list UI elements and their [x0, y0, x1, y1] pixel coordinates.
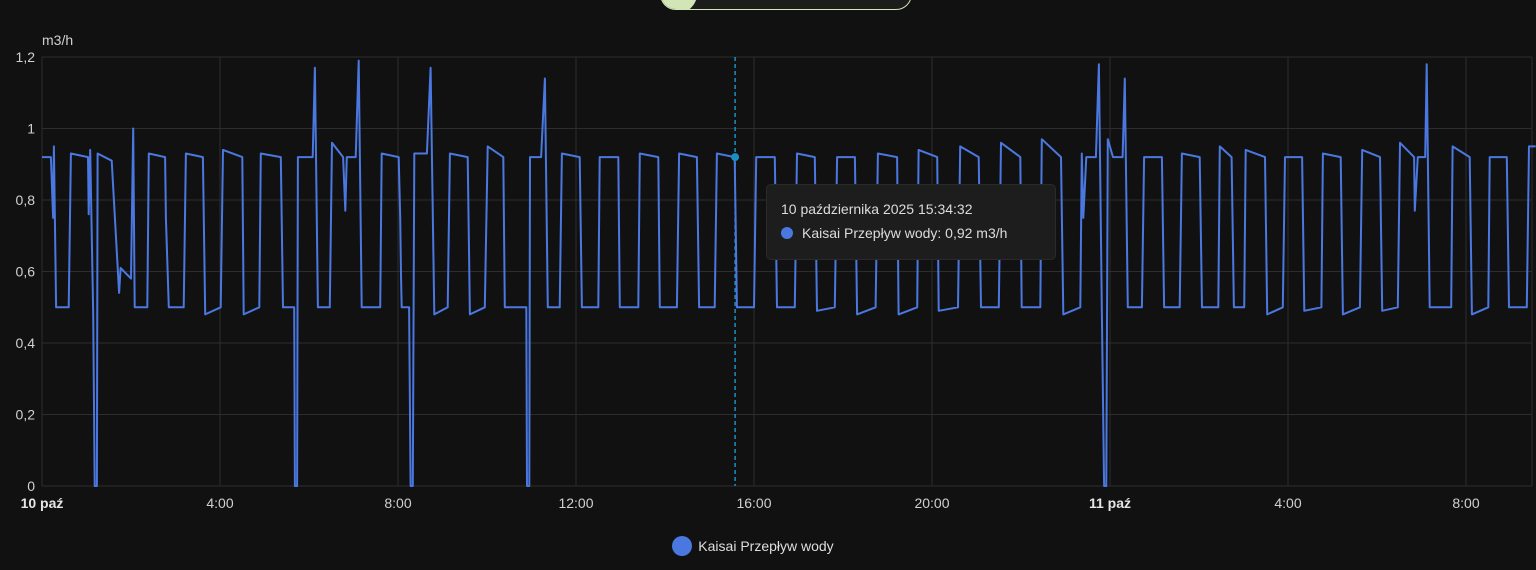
- y-tick-label: 0,2: [16, 407, 36, 423]
- x-tick-label: 12:00: [558, 495, 593, 511]
- toggle-knob[interactable]: [661, 0, 697, 9]
- legend-color-dot-icon: [672, 536, 693, 556]
- y-tick-label: 1,2: [16, 49, 36, 65]
- x-tick-label: 20:00: [914, 495, 949, 511]
- tooltip-title: 10 października 2025 15:34:32: [781, 201, 973, 217]
- x-tick-label: 4:00: [1274, 495, 1301, 511]
- legend-item[interactable]: Kaisai Przepływ wody: [672, 536, 834, 556]
- x-axis-ticks: 10 paź 4:00 8:00 12:00 16:00 20:00 11 paź 4:00 8…: [21, 495, 1480, 511]
- x-tick-label: 8:00: [384, 495, 411, 511]
- tooltip-series-value: Kaisai Przepływ wody: 0,92 m3/h: [802, 225, 1008, 241]
- y-tick-label: 0: [27, 478, 35, 494]
- grid: [41, 56, 1533, 487]
- x-tick-label: 4:00: [206, 495, 233, 511]
- y-tick-label: 1: [27, 121, 35, 137]
- series-line-kaisai-przeplyw-wody[interactable]: [42, 59, 1536, 487]
- x-tick-label: 16:00: [736, 495, 771, 511]
- y-axis-ticks: 0 0,2 0,4 0,6 0,8 1 1,2: [16, 49, 36, 494]
- legend-label: Kaisai Przepływ wody: [698, 538, 834, 554]
- y-tick-label: 0,8: [16, 192, 36, 208]
- y-axis-unit-label: m3/h: [42, 32, 73, 48]
- tooltip: 10 października 2025 15:34:32 Kaisai Prz…: [766, 184, 1056, 260]
- x-tick-label: 11 paź: [1089, 495, 1131, 511]
- x-tick-label: 10 paź: [21, 495, 64, 511]
- legend: Kaisai Przepływ wody: [0, 536, 1536, 556]
- x-tick-label: 8:00: [1452, 495, 1479, 511]
- series-color-dot-icon: [781, 227, 793, 239]
- hover-data-point[interactable]: [731, 153, 740, 162]
- y-tick-label: 0,4: [16, 335, 36, 351]
- y-tick-label: 0,6: [16, 264, 36, 280]
